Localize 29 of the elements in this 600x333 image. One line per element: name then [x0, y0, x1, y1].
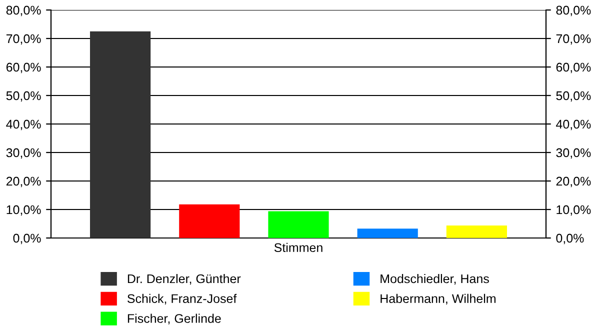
- legend-label: Habermann, Wilhelm: [380, 294, 496, 305]
- legend-label: Dr. Denzler, Günther: [128, 274, 241, 285]
- y-tick-label: 50,0%: [6, 91, 41, 102]
- bar: [268, 211, 329, 238]
- x-tick-label: Stimmen: [274, 242, 322, 252]
- bar: [446, 225, 507, 238]
- bar: [179, 204, 240, 238]
- text: 70,0%: [556, 34, 591, 45]
- text: 50,0%: [556, 91, 591, 102]
- y-tick-label: 60,0%: [6, 62, 41, 74]
- bar: [357, 228, 418, 238]
- text: 10,0%: [556, 205, 591, 216]
- bar: [90, 31, 151, 238]
- text: 80,0%: [556, 6, 591, 16]
- y-tick-label: 20,0%: [6, 176, 41, 188]
- text: 60,0%: [556, 62, 591, 74]
- y-tick-label: 10,0%: [6, 205, 41, 216]
- y-tick-label: 80,0%: [6, 6, 41, 16]
- y-tick-label: 40,0%: [6, 120, 41, 130]
- legend-label: Fischer, Gerlinde: [128, 314, 221, 324]
- text: 0,0%: [556, 234, 584, 244]
- legend-label: Schick, Franz-Josef: [128, 294, 237, 305]
- text: 20,0%: [556, 176, 591, 188]
- y-tick-label: 70,0%: [6, 34, 41, 45]
- y-tick-label: 0,0%: [13, 234, 41, 244]
- text: 40,0%: [556, 120, 591, 130]
- text: 30,0%: [556, 148, 591, 159]
- y-tick-label: 30,0%: [6, 148, 41, 159]
- legend-label: Modschiedler, Hans: [380, 274, 489, 285]
